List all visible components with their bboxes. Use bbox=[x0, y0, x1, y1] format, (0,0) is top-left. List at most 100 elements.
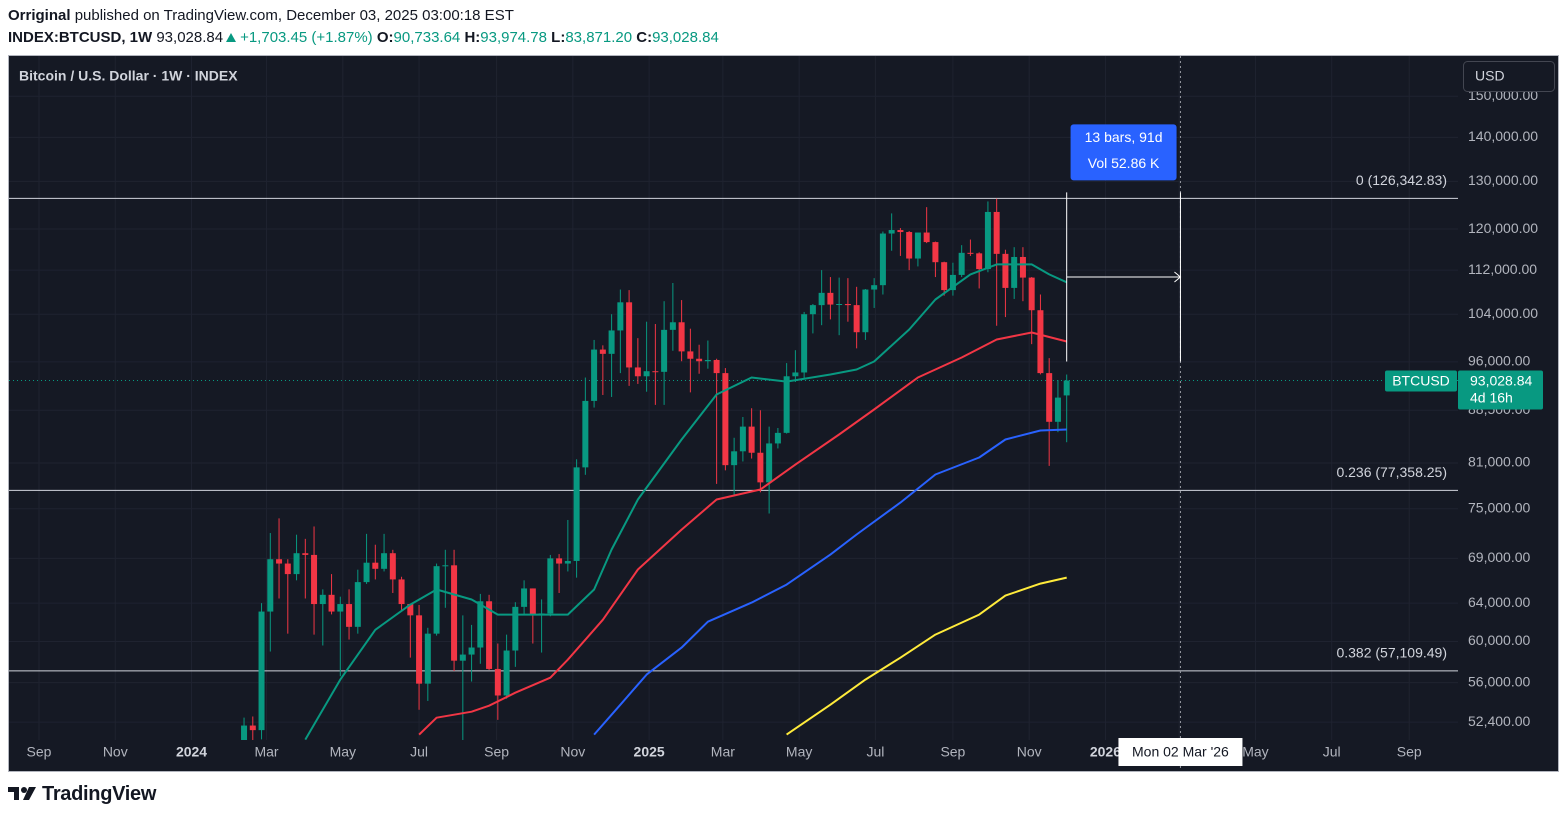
candle-body bbox=[853, 305, 860, 333]
candle-body bbox=[512, 606, 519, 651]
price-badge-text: 93,028.84 bbox=[1470, 372, 1532, 388]
x-tick-label: Jul bbox=[410, 744, 428, 760]
candle-body bbox=[302, 553, 309, 555]
candle-body bbox=[433, 566, 440, 634]
change: +1,703.45 (+1.87%) bbox=[240, 29, 373, 46]
candle-body bbox=[1037, 310, 1044, 374]
candle-body bbox=[311, 554, 318, 605]
published: published on TradingView.com, December 0… bbox=[74, 7, 514, 24]
y-tick-label: 140,000.00 bbox=[1468, 128, 1538, 144]
candle-body bbox=[643, 371, 650, 377]
candle-body bbox=[459, 654, 466, 661]
candle-body bbox=[582, 400, 589, 468]
candle-body bbox=[704, 359, 711, 362]
candle-body bbox=[888, 230, 895, 234]
currency-button[interactable] bbox=[1463, 61, 1555, 92]
candle-body bbox=[634, 367, 641, 377]
ohlc-value: 83,871.20 bbox=[565, 29, 633, 46]
candle-body bbox=[468, 647, 475, 655]
candle-body bbox=[442, 565, 449, 567]
candle-body bbox=[809, 305, 816, 315]
candle-body bbox=[416, 615, 423, 684]
fib-label: 0.382 (57,109.49) bbox=[1336, 645, 1447, 661]
candle-body bbox=[337, 604, 344, 612]
x-tick-label: May bbox=[330, 744, 356, 760]
measure-arrowhead bbox=[1174, 271, 1182, 283]
candle-body bbox=[556, 558, 563, 564]
candle-body bbox=[521, 588, 528, 607]
plot bbox=[241, 198, 1070, 740]
candle-body bbox=[503, 650, 510, 696]
moving-average bbox=[786, 576, 1067, 736]
candle-body bbox=[836, 303, 843, 305]
chart-title: Bitcoin / U.S. Dollar · 1W · INDEX bbox=[19, 68, 238, 84]
candle-body bbox=[871, 285, 878, 290]
candle-body bbox=[967, 252, 974, 254]
axis-labels: 150,000.00140,000.00130,000.00120,000.00… bbox=[27, 87, 1539, 760]
x-tick-label: Nov bbox=[103, 744, 128, 760]
ohlc-key: L: bbox=[551, 29, 566, 46]
candle-body bbox=[424, 633, 431, 684]
ohlc-key: O: bbox=[376, 29, 394, 46]
candle-body bbox=[757, 452, 764, 483]
x-tick-label: Mar bbox=[711, 744, 735, 760]
y-tick-label: 112,000.00 bbox=[1468, 261, 1537, 277]
y-tick-label: 130,000.00 bbox=[1468, 172, 1538, 188]
candle-body bbox=[949, 274, 956, 291]
candle-body bbox=[879, 233, 886, 286]
last-price: 93,028.84 bbox=[156, 29, 224, 46]
candle-body bbox=[276, 559, 283, 564]
candle-body bbox=[486, 601, 493, 669]
candle-body bbox=[591, 349, 598, 401]
x-tick-label: Sep bbox=[27, 744, 52, 760]
up-arrow bbox=[226, 33, 237, 42]
candle-body bbox=[783, 376, 790, 433]
y-tick-label: 81,000.00 bbox=[1468, 454, 1530, 470]
y-tick-label: 60,000.00 bbox=[1468, 632, 1530, 648]
candle-body bbox=[1028, 277, 1035, 311]
ohlc-value: 90,733.64 bbox=[393, 29, 461, 46]
candle-body bbox=[407, 604, 414, 616]
x-tick-label: Jul bbox=[1323, 744, 1341, 760]
countdown: 4d 16h bbox=[1470, 389, 1513, 405]
candle-body bbox=[328, 594, 335, 612]
x-tick-label: Jul bbox=[866, 744, 884, 760]
candle-body bbox=[766, 443, 773, 483]
candle-body bbox=[731, 451, 738, 466]
candle-body bbox=[696, 358, 703, 362]
measure-box bbox=[1070, 124, 1177, 181]
measure-volume: Vol 52.86 K bbox=[1088, 155, 1160, 171]
y-tick-label: 69,000.00 bbox=[1468, 549, 1530, 565]
x-tick-label: Sep bbox=[940, 744, 965, 760]
candle-body bbox=[687, 351, 694, 359]
fib-label: 0.236 (77,358.25) bbox=[1336, 464, 1447, 480]
candle-body bbox=[652, 371, 659, 373]
candle-body bbox=[258, 611, 265, 731]
y-tick-label: 120,000.00 bbox=[1468, 220, 1538, 236]
x-tick-label: 2024 bbox=[176, 744, 207, 760]
candle-body bbox=[381, 553, 388, 569]
candle-body bbox=[984, 211, 991, 270]
candle-body bbox=[564, 560, 571, 564]
candle-body bbox=[862, 289, 869, 333]
x-tick-label: 2026 bbox=[1090, 744, 1121, 760]
x-tick-label: Nov bbox=[1017, 744, 1042, 760]
candle-body bbox=[529, 588, 536, 615]
footer: TradingView bbox=[8, 780, 156, 808]
candle-body bbox=[372, 562, 379, 569]
chart-panel bbox=[8, 55, 1559, 772]
candle-body bbox=[241, 725, 248, 740]
y-tick-label: 56,000.00 bbox=[1468, 673, 1530, 689]
candle-body bbox=[389, 553, 396, 580]
candle-body bbox=[906, 232, 913, 259]
candle-body bbox=[319, 594, 326, 605]
candle-body bbox=[669, 322, 676, 330]
candle-body bbox=[547, 558, 554, 614]
candle-body bbox=[346, 604, 353, 627]
x-tick-label: 2025 bbox=[634, 744, 665, 760]
currency-label[interactable]: USD bbox=[1475, 68, 1505, 84]
candle-body bbox=[284, 563, 291, 575]
candle-body bbox=[774, 432, 781, 444]
header-line: INDEX:BTCUSD, 1W 93,028.84 +1,703.45 (+1.… bbox=[8, 27, 719, 49]
